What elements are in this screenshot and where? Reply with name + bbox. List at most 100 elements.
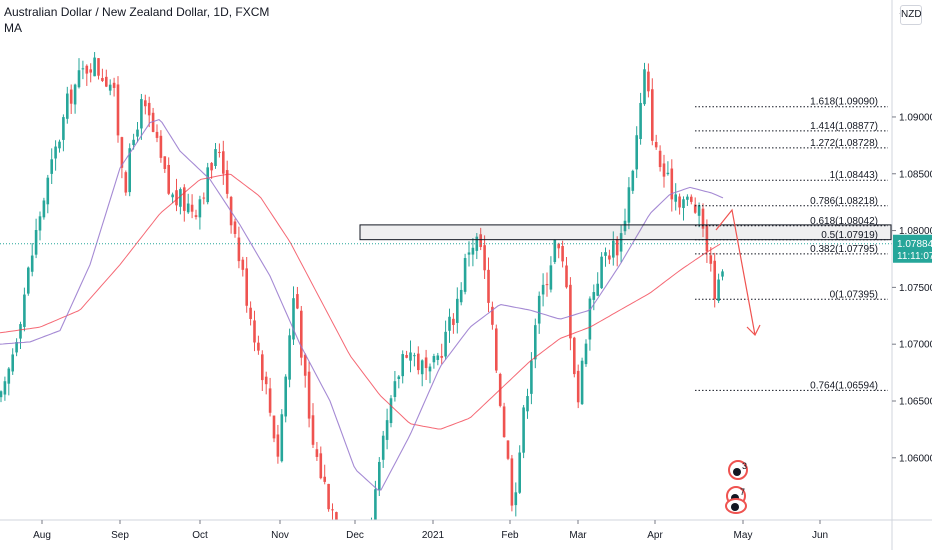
candle: [686, 194, 689, 206]
candle-body: [151, 112, 155, 132]
candle: [171, 192, 174, 204]
candle: [19, 321, 22, 350]
candle-body: [34, 230, 38, 255]
candle: [502, 402, 506, 438]
candle-body: [284, 376, 287, 417]
candle-body: [179, 189, 182, 207]
candle: [471, 238, 475, 267]
fib-level-label: 0.618(1.08042): [810, 216, 878, 227]
candle: [553, 239, 557, 265]
candle: [112, 77, 116, 97]
candle-body: [514, 492, 518, 506]
candle: [491, 301, 494, 330]
candle: [604, 247, 607, 267]
candle-body: [73, 84, 77, 105]
candle: [214, 142, 217, 169]
candle-body: [553, 239, 557, 263]
candle: [46, 174, 50, 214]
candle: [682, 196, 685, 221]
candle: [163, 156, 167, 173]
candle-body: [674, 194, 677, 202]
candle-body: [214, 149, 217, 167]
time-tick-label: Apr: [647, 530, 663, 541]
candle-body: [347, 547, 350, 548]
candle-body: [296, 294, 299, 309]
candle: [487, 257, 490, 313]
candle: [69, 84, 73, 114]
candle: [253, 310, 256, 352]
bar-countdown: 11:11:07: [897, 251, 932, 262]
candle: [323, 464, 326, 485]
candle-body: [467, 252, 471, 255]
candle-body: [268, 388, 272, 413]
candle-body: [370, 522, 373, 550]
plot-layer: 1.618(1.09090) 1.414(1.08877) 1.272(1.0872…: [0, 52, 892, 550]
candle-body: [619, 233, 623, 252]
last-price-value: 1.07884: [897, 239, 932, 250]
candle: [62, 114, 65, 152]
candle: [276, 424, 280, 464]
candle: [11, 348, 14, 375]
candle-body: [132, 139, 135, 145]
candle-body: [495, 328, 498, 371]
candle: [526, 388, 529, 419]
candle-body: [697, 205, 701, 216]
candle: [440, 343, 443, 365]
candle: [0, 390, 3, 403]
candle: [249, 301, 252, 326]
candle-body: [140, 99, 143, 129]
candle-body: [11, 354, 14, 372]
symbol-title[interactable]: Australian Dollar / New Zealand Dollar, …: [4, 5, 270, 19]
candle: [475, 232, 479, 260]
candle: [463, 253, 467, 295]
candle: [58, 139, 61, 153]
candle: [545, 272, 549, 297]
candle-body: [97, 58, 100, 76]
candle-body: [85, 65, 89, 74]
candle: [77, 58, 81, 89]
candle: [198, 195, 202, 230]
candle-body: [713, 260, 716, 300]
candle-body: [627, 187, 631, 223]
event-badge-dot: [733, 468, 741, 476]
candle-body: [253, 320, 256, 343]
candle: [194, 209, 198, 220]
candle: [643, 62, 646, 106]
candle: [600, 252, 603, 289]
candle: [366, 542, 369, 550]
price-tick-label: 1.06500: [899, 396, 932, 407]
candle-body: [159, 135, 163, 158]
candle-body: [257, 342, 260, 351]
candle: [514, 482, 518, 517]
candle: [288, 328, 291, 388]
candle: [565, 256, 568, 289]
candle-body: [608, 255, 611, 260]
price-tick-label: 1.07000: [899, 340, 932, 351]
candle: [27, 266, 30, 296]
candle: [225, 160, 229, 199]
candles: [0, 52, 724, 550]
candle-body: [112, 82, 116, 88]
indicator-label[interactable]: MA: [4, 21, 22, 35]
candle-body: [522, 407, 525, 453]
candle-body: [678, 196, 681, 208]
candle-body: [545, 284, 549, 286]
candle-body: [351, 545, 354, 550]
candle: [428, 363, 432, 384]
candle-body: [62, 117, 65, 140]
candle: [647, 63, 650, 98]
fib-level-label: 0.786(1.08218): [810, 196, 878, 207]
candle-body: [366, 543, 369, 548]
candle: [506, 440, 510, 461]
currency-button[interactable]: NZD: [900, 5, 922, 25]
candle-body: [631, 170, 635, 191]
candle-body: [261, 354, 264, 381]
candle-body: [475, 236, 479, 251]
resistance-zone: [359, 224, 892, 241]
fib-level-label: 1.414(1.08877): [810, 121, 878, 132]
candle: [272, 415, 276, 443]
candle: [241, 256, 245, 277]
candle-body: [276, 434, 280, 457]
